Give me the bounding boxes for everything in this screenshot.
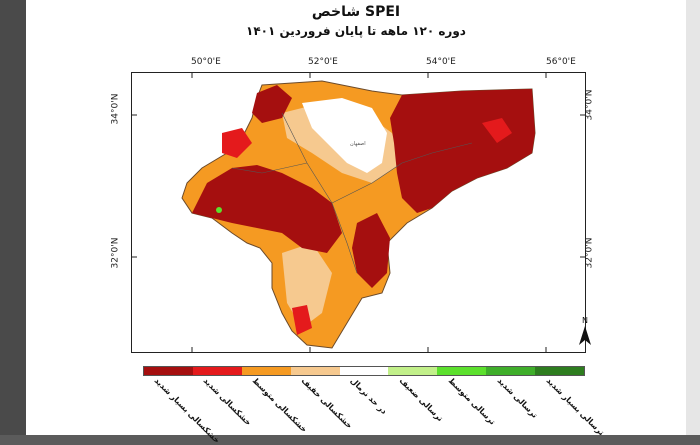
legend-label: در حد نرمال [348,376,389,416]
map-subtitle: دوره ۱۲۰ ماهه تا پایان فروردین ۱۴۰۱ [246,24,466,38]
left-dark-panel [0,0,26,435]
legend-swatch [486,367,536,375]
isfahan-province-map: اصفهان [132,73,585,352]
legend-swatch [535,367,585,375]
legend-label: خشکسالی شدید [201,376,254,428]
map-title: شاخص SPEI [311,4,401,20]
lat-label-left-34: 34°0'N [110,93,121,125]
legend-swatch [388,367,438,375]
legend-label: ترسالی متوسط [446,376,497,427]
north-arrow-label: N [582,316,588,325]
lon-label-top-50: 50°0'E [191,57,221,67]
legend-label: ترسالی شدید [495,376,540,420]
legend-color-bar [143,366,585,376]
north-arrow-icon: N [579,316,591,345]
map-frame: اصفهان [131,72,586,353]
legend-swatch [437,367,487,375]
lon-label-top-54: 54°0'E [426,57,456,67]
legend-swatch [339,367,389,375]
legend-swatch [144,367,193,375]
lon-label-top-52: 52°0'E [308,57,338,67]
legend-label: خشکسالی متوسط [250,376,310,435]
legend-label: ترسالی ضعیف [397,376,445,424]
legend-swatch [241,367,291,375]
right-gutter [686,0,700,435]
lon-label-top-56: 56°0'E [546,57,576,67]
lat-label-left-32: 32°0'N [110,237,121,269]
legend-label: ترسالی بسیار شدید [544,376,606,438]
legend-swatch [192,367,242,375]
legend-swatch [290,367,340,375]
legend-label: خشکسالی خفیف [299,376,355,431]
map-page: شاخص SPEI دوره ۱۲۰ ماهه تا پایان فروردین… [26,0,686,445]
place-label: اصفهان [350,141,366,147]
